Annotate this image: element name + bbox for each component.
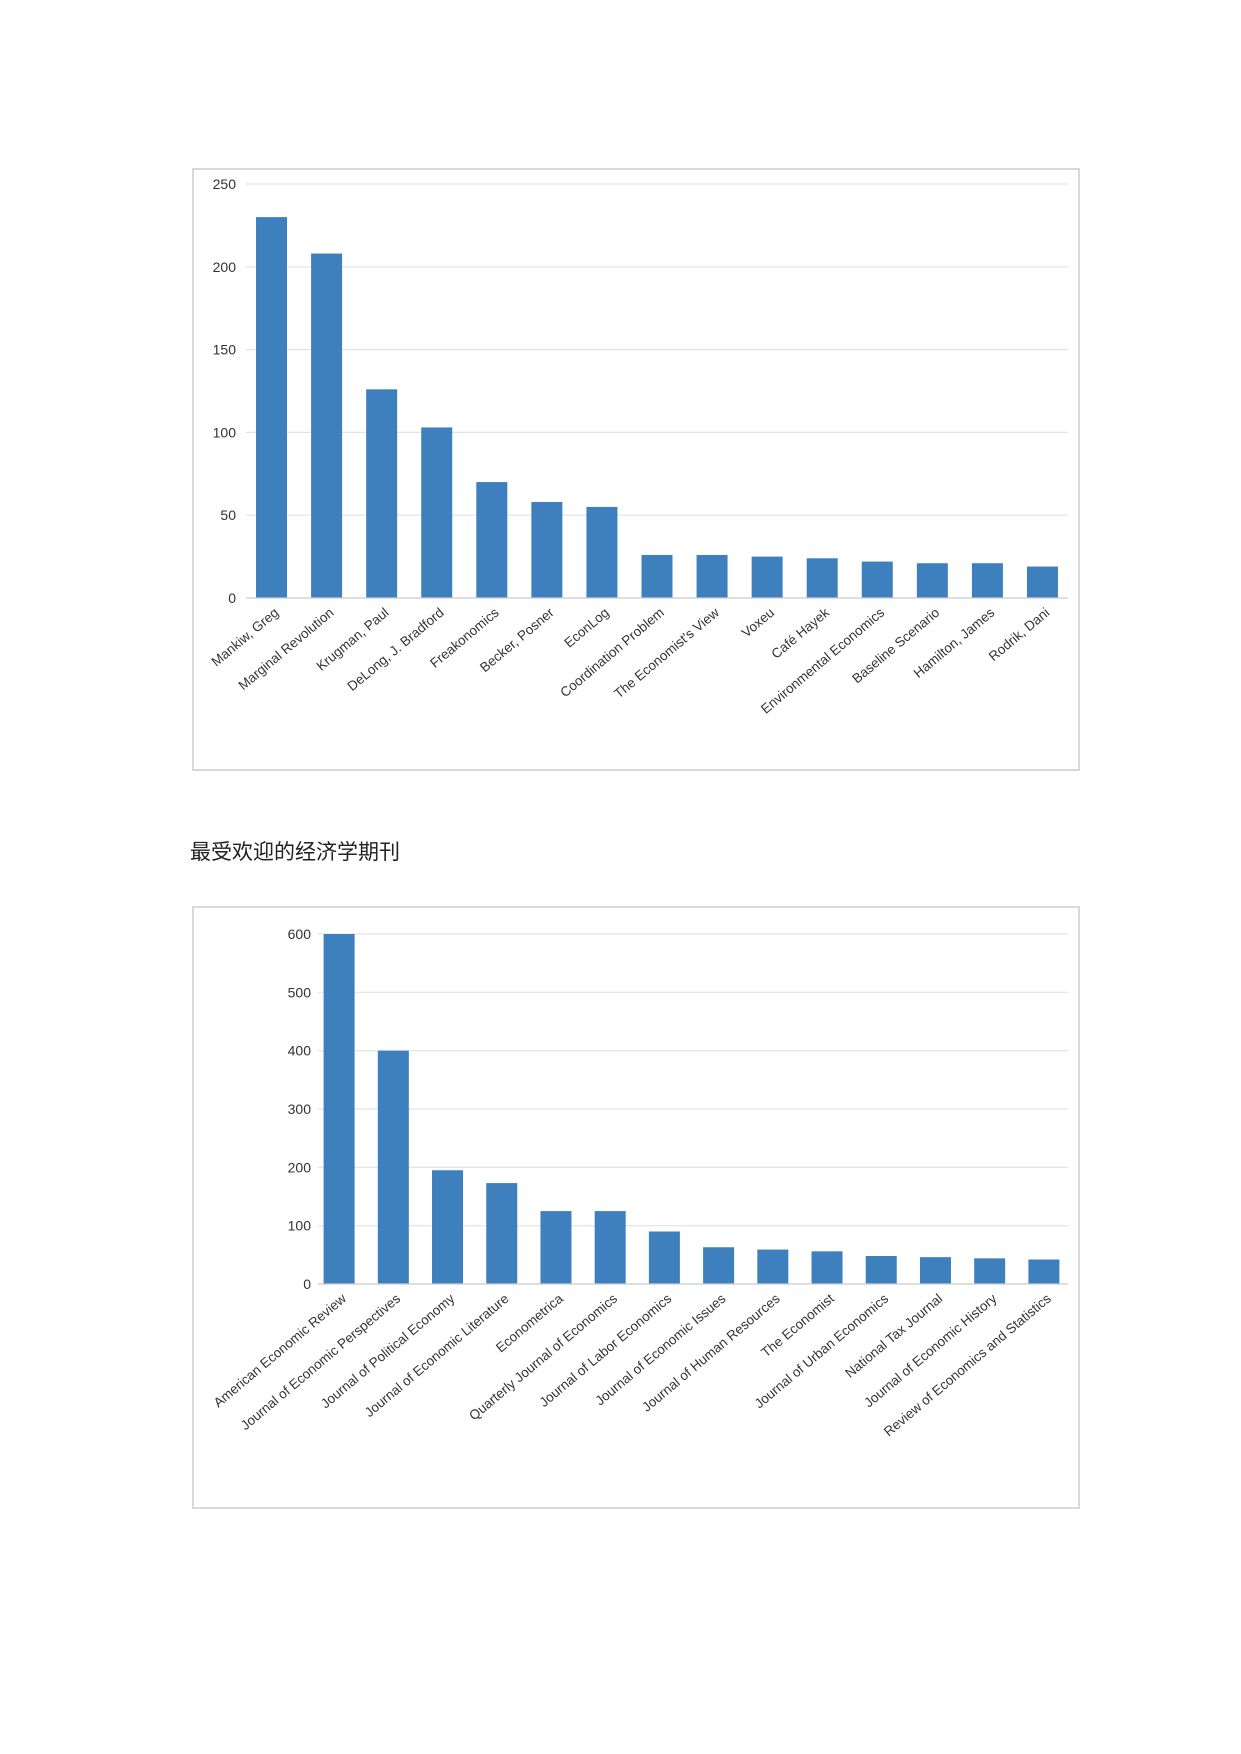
y-tick-label: 600 — [288, 926, 312, 942]
journal-popularity-chart: 0 100 200 300 400 500 600 American Economic Rev… — [192, 906, 1080, 1509]
x-tick-label: Voxeu — [739, 605, 777, 641]
x-tick-label: The Economist's View — [611, 605, 722, 702]
bar — [696, 554, 728, 598]
bar — [540, 1211, 572, 1284]
y-tick-label: 250 — [213, 176, 237, 192]
x-tick-label: Coordination Problem — [557, 605, 667, 700]
bar — [641, 554, 673, 598]
bar — [1028, 1259, 1060, 1284]
bar — [586, 506, 618, 598]
x-tick-label: Rodrik, Dani — [986, 605, 1053, 664]
bar — [811, 1251, 843, 1284]
bar — [594, 1211, 626, 1284]
y-tick-label: 150 — [213, 342, 237, 358]
x-tick-label: DeLong, J. Bradford — [344, 605, 446, 694]
bar — [311, 253, 343, 598]
y-tick-label: 100 — [288, 1218, 312, 1234]
bar — [377, 1050, 409, 1284]
y-tick-label: 200 — [213, 259, 237, 275]
y-tick-label: 300 — [288, 1101, 312, 1117]
y-tick-label: 0 — [303, 1276, 311, 1292]
x-tick-label: National Tax Journal — [842, 1291, 945, 1381]
y-tick-label: 0 — [228, 590, 236, 606]
x-tick-label: EconLog — [561, 605, 611, 651]
bar — [531, 501, 563, 598]
bar — [421, 427, 453, 598]
bar — [974, 1258, 1006, 1284]
y-tick-label: 50 — [220, 507, 236, 523]
x-tick-label: Marginal Revolution — [235, 605, 336, 693]
bar — [865, 1256, 897, 1284]
bar — [919, 1257, 951, 1284]
bar — [256, 217, 288, 598]
bar — [366, 389, 398, 598]
bar — [323, 934, 355, 1284]
journal-chart-caption: 最受欢迎的经济学期刊 — [190, 840, 400, 864]
bar — [861, 561, 893, 598]
bar — [432, 1170, 464, 1284]
bar — [486, 1183, 518, 1284]
bar — [476, 482, 508, 598]
blog-popularity-chart: 0 50 100 150 200 250 Mankiw, Greg Marginal Revo… — [192, 168, 1080, 771]
bar — [757, 1249, 789, 1284]
y-tick-label: 100 — [213, 424, 237, 440]
bar — [971, 563, 1003, 598]
y-tick-label: 500 — [288, 984, 312, 1000]
bar — [703, 1247, 735, 1284]
y-tick-label: 200 — [288, 1159, 312, 1175]
y-tick-label: 400 — [288, 1043, 312, 1059]
bar — [751, 556, 783, 598]
bar — [916, 563, 948, 598]
bar — [1026, 566, 1058, 598]
bar — [806, 558, 838, 598]
bar — [648, 1231, 680, 1284]
